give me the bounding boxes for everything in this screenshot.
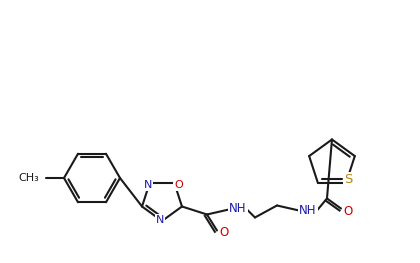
Text: NH: NH xyxy=(299,204,317,217)
Text: CH₃: CH₃ xyxy=(18,173,39,183)
Text: N: N xyxy=(144,180,152,190)
Text: S: S xyxy=(344,173,352,186)
Text: NH: NH xyxy=(229,202,247,215)
Text: O: O xyxy=(343,205,353,218)
Text: O: O xyxy=(174,180,183,190)
Text: O: O xyxy=(219,226,228,239)
Text: N: N xyxy=(156,215,164,225)
